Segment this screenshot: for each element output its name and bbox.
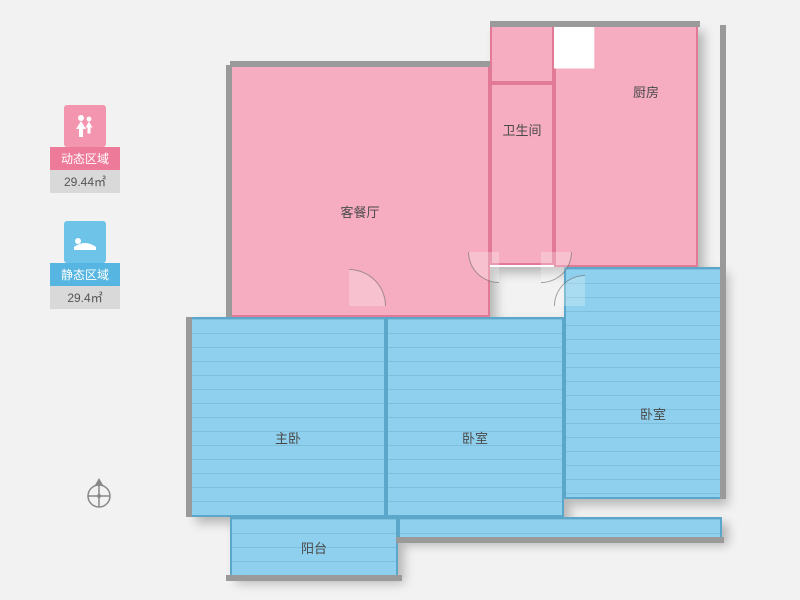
room-balcony: 阳台 xyxy=(230,517,398,577)
room-label-living: 客餐厅 xyxy=(340,202,379,221)
floor-texture xyxy=(400,519,720,537)
outer-wall xyxy=(490,21,700,27)
outer-wall xyxy=(226,65,232,317)
room-ledge xyxy=(398,517,722,539)
compass-icon xyxy=(82,476,116,510)
room-label-bed2: 卧室 xyxy=(462,428,488,447)
outer-wall xyxy=(186,317,192,517)
room-bed2: 卧室 xyxy=(386,317,564,517)
floor-texture xyxy=(232,519,396,575)
room-living: 客餐厅 xyxy=(230,65,490,317)
room-label-balcony: 阳台 xyxy=(301,538,327,557)
people-icon xyxy=(64,105,106,147)
legend-static: 静态区域 29.4㎡ xyxy=(50,221,120,309)
sleep-icon xyxy=(64,221,106,263)
legend-static-label: 静态区域 xyxy=(50,263,120,286)
room-bed3: 卧室 xyxy=(564,267,722,499)
room-label-kitchen: 厨房 xyxy=(633,82,659,101)
room-master: 主卧 xyxy=(190,317,386,517)
floor-texture xyxy=(192,319,384,515)
floor-texture xyxy=(566,269,720,497)
legend-dynamic-label: 动态区域 xyxy=(50,147,120,170)
legend-dynamic: 动态区域 29.44㎡ xyxy=(50,105,120,193)
legend-dynamic-value: 29.44㎡ xyxy=(50,170,120,193)
outer-wall xyxy=(396,537,724,543)
floor-texture xyxy=(388,319,562,515)
room-bathroom: 卫生间 xyxy=(490,83,554,265)
room-gap xyxy=(490,25,554,83)
room-label-bed3: 卧室 xyxy=(640,404,666,423)
outer-wall xyxy=(226,575,402,581)
legend-static-value: 29.4㎡ xyxy=(50,286,120,309)
legend-panel: 动态区域 29.44㎡ 静态区域 29.4㎡ xyxy=(50,105,120,337)
floor-plan: 客餐厅卫生间厨房主卧卧室卧室阳台 xyxy=(190,25,730,580)
outer-wall xyxy=(230,61,490,67)
room-label-bathroom: 卫生间 xyxy=(502,120,541,139)
room-label-master: 主卧 xyxy=(275,428,301,447)
outer-wall xyxy=(720,25,726,499)
